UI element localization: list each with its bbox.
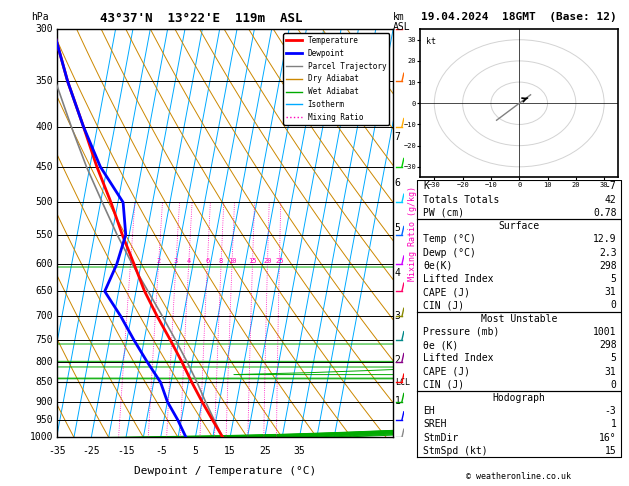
Text: 15: 15 <box>604 446 616 456</box>
Text: 35: 35 <box>294 446 305 455</box>
Text: 4: 4 <box>187 258 191 264</box>
Text: 10: 10 <box>228 258 237 264</box>
Text: 5: 5 <box>611 353 616 364</box>
Text: 5: 5 <box>192 446 198 455</box>
Text: 550: 550 <box>36 230 53 240</box>
Text: 42: 42 <box>604 195 616 205</box>
Text: Hodograph: Hodograph <box>493 393 545 403</box>
Text: 850: 850 <box>36 377 53 387</box>
Text: 3: 3 <box>174 258 178 264</box>
Text: 7: 7 <box>395 132 401 142</box>
Text: θe (K): θe (K) <box>423 340 459 350</box>
Text: 6: 6 <box>395 178 401 188</box>
Text: 15: 15 <box>224 446 236 455</box>
Text: StmDir: StmDir <box>423 433 459 443</box>
Text: CIN (J): CIN (J) <box>423 380 465 390</box>
Text: 5: 5 <box>611 274 616 284</box>
Text: CAPE (J): CAPE (J) <box>423 287 470 297</box>
Text: © weatheronline.co.uk: © weatheronline.co.uk <box>467 472 571 482</box>
Text: K: K <box>423 181 430 191</box>
Text: 400: 400 <box>36 122 53 132</box>
Text: Dewp (°C): Dewp (°C) <box>423 247 476 258</box>
Text: 15: 15 <box>248 258 257 264</box>
Text: 8: 8 <box>219 258 223 264</box>
Text: 750: 750 <box>36 335 53 345</box>
Text: 6: 6 <box>205 258 209 264</box>
Text: 900: 900 <box>36 397 53 407</box>
Text: 298: 298 <box>599 340 616 350</box>
Text: LCL: LCL <box>395 378 410 387</box>
Text: 4: 4 <box>395 268 401 278</box>
Text: 350: 350 <box>36 76 53 87</box>
Text: hPa: hPa <box>31 12 49 22</box>
Text: 700: 700 <box>36 312 53 321</box>
Text: ASL: ASL <box>393 22 411 32</box>
Text: CAPE (J): CAPE (J) <box>423 366 470 377</box>
Text: Most Unstable: Most Unstable <box>481 313 557 324</box>
Text: -15: -15 <box>117 446 135 455</box>
Text: 25: 25 <box>275 258 284 264</box>
Text: Lifted Index: Lifted Index <box>423 353 494 364</box>
Text: θe(K): θe(K) <box>423 261 453 271</box>
Text: Dewpoint / Temperature (°C): Dewpoint / Temperature (°C) <box>134 466 316 476</box>
Text: StmSpd (kt): StmSpd (kt) <box>423 446 488 456</box>
Text: 25: 25 <box>259 446 270 455</box>
Text: 43°37'N  13°22'E  119m  ASL: 43°37'N 13°22'E 119m ASL <box>100 12 303 25</box>
Text: Pressure (mb): Pressure (mb) <box>423 327 500 337</box>
Text: 2: 2 <box>157 258 160 264</box>
Text: 650: 650 <box>36 286 53 296</box>
Text: CIN (J): CIN (J) <box>423 300 465 311</box>
Text: 1: 1 <box>128 258 133 264</box>
Text: -7: -7 <box>604 181 616 191</box>
Text: 2.3: 2.3 <box>599 247 616 258</box>
Text: 298: 298 <box>599 261 616 271</box>
Text: 31: 31 <box>604 366 616 377</box>
Text: 600: 600 <box>36 259 53 269</box>
Text: 19.04.2024  18GMT  (Base: 12): 19.04.2024 18GMT (Base: 12) <box>421 12 617 22</box>
Text: 300: 300 <box>36 24 53 34</box>
Text: Temp (°C): Temp (°C) <box>423 234 476 244</box>
Text: Lifted Index: Lifted Index <box>423 274 494 284</box>
Text: Mixing Ratio (g/kg): Mixing Ratio (g/kg) <box>408 186 416 281</box>
Text: 1: 1 <box>611 419 616 430</box>
Text: 3: 3 <box>395 312 401 321</box>
Text: 31: 31 <box>604 287 616 297</box>
Text: Surface: Surface <box>498 221 540 231</box>
Text: 950: 950 <box>36 415 53 425</box>
Text: PW (cm): PW (cm) <box>423 208 465 218</box>
Legend: Temperature, Dewpoint, Parcel Trajectory, Dry Adiabat, Wet Adiabat, Isotherm, Mi: Temperature, Dewpoint, Parcel Trajectory… <box>283 33 389 125</box>
Text: SREH: SREH <box>423 419 447 430</box>
Text: 1: 1 <box>395 396 401 406</box>
Text: 20: 20 <box>263 258 272 264</box>
Text: 1000: 1000 <box>30 433 53 442</box>
Text: 0: 0 <box>611 380 616 390</box>
Text: 1001: 1001 <box>593 327 616 337</box>
Text: 0: 0 <box>611 300 616 311</box>
Text: -25: -25 <box>82 446 100 455</box>
Text: 12.9: 12.9 <box>593 234 616 244</box>
Text: kt: kt <box>426 36 436 46</box>
Text: 0.78: 0.78 <box>593 208 616 218</box>
Text: Totals Totals: Totals Totals <box>423 195 500 205</box>
Text: 2: 2 <box>395 355 401 364</box>
Text: km: km <box>393 12 405 22</box>
Text: EH: EH <box>423 406 435 416</box>
Text: 16°: 16° <box>599 433 616 443</box>
Text: 800: 800 <box>36 357 53 367</box>
Text: 450: 450 <box>36 162 53 172</box>
Text: 5: 5 <box>395 224 401 233</box>
Text: 500: 500 <box>36 197 53 208</box>
Text: -5: -5 <box>155 446 167 455</box>
Text: -3: -3 <box>604 406 616 416</box>
Text: -35: -35 <box>48 446 65 455</box>
